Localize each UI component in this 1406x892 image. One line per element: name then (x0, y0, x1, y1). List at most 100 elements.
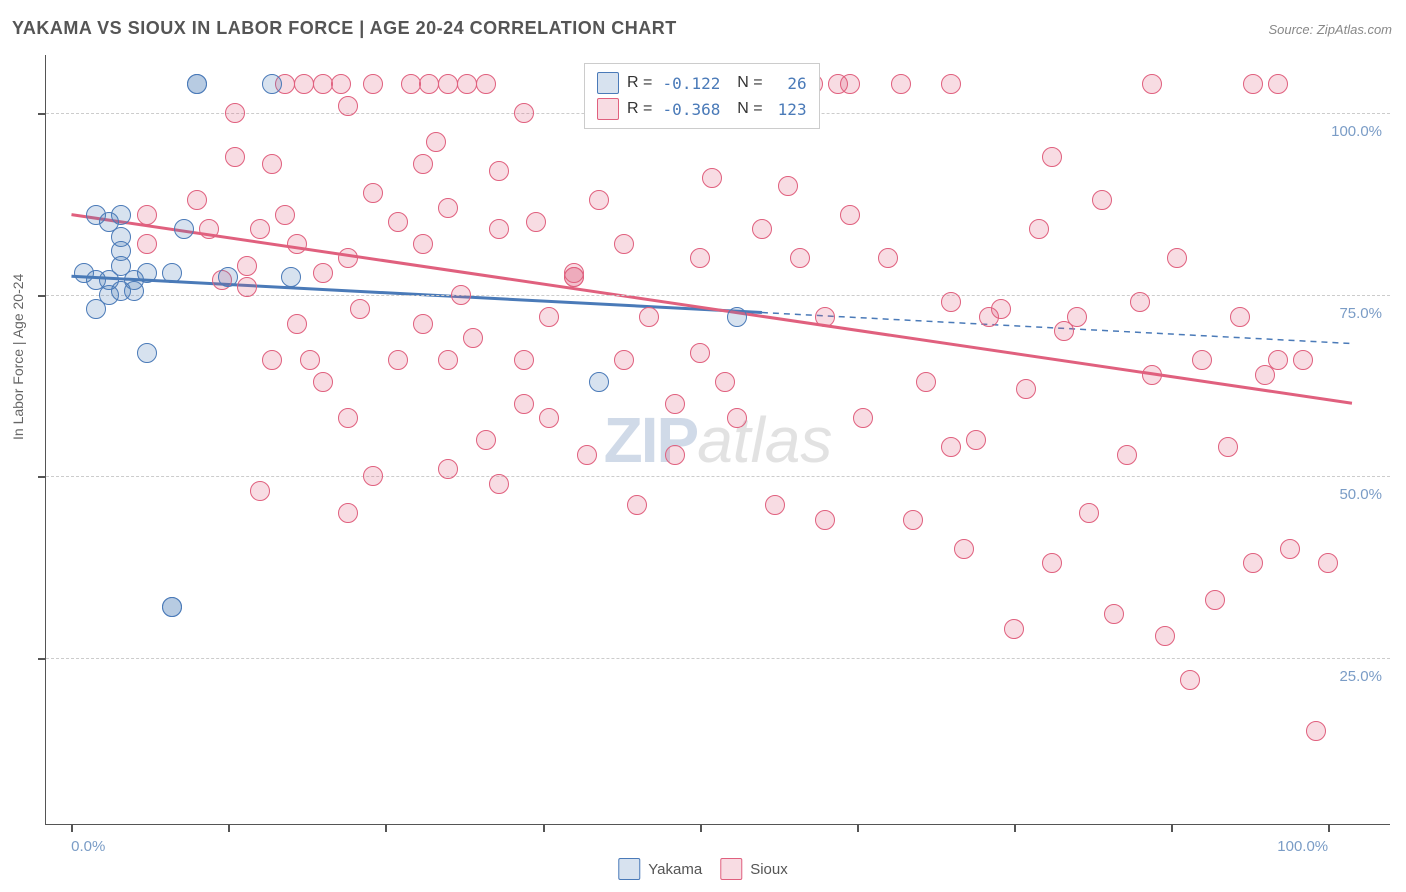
scatter-marker (137, 234, 157, 254)
x-tick (385, 824, 387, 832)
bottom-legend-label: Yakama (648, 861, 702, 878)
scatter-marker (137, 205, 157, 225)
scatter-marker (1067, 307, 1087, 327)
scatter-marker (262, 350, 282, 370)
scatter-marker (614, 350, 634, 370)
scatter-marker (1180, 670, 1200, 690)
scatter-marker (111, 205, 131, 225)
scatter-marker (476, 430, 496, 450)
gridline-horizontal (46, 658, 1390, 659)
scatter-marker (1016, 379, 1036, 399)
scatter-marker (966, 430, 986, 450)
scatter-marker (1130, 292, 1150, 312)
legend-r-label: R = (627, 74, 652, 92)
scatter-marker (589, 372, 609, 392)
scatter-marker (199, 219, 219, 239)
scatter-marker (218, 267, 238, 287)
scatter-marker (941, 292, 961, 312)
scatter-marker (338, 408, 358, 428)
scatter-marker (891, 74, 911, 94)
scatter-marker (941, 437, 961, 457)
scatter-marker (514, 394, 534, 414)
scatter-marker (250, 481, 270, 501)
scatter-marker (331, 74, 351, 94)
scatter-marker (174, 219, 194, 239)
watermark-bold: ZIP (604, 404, 698, 476)
scatter-marker (438, 459, 458, 479)
y-axis-label: In Labor Force | Age 20-24 (10, 274, 26, 440)
scatter-marker (262, 154, 282, 174)
plot-area: ZIPatlas 25.0%50.0%75.0%100.0%0.0%100.0%… (45, 55, 1390, 825)
scatter-marker (665, 394, 685, 414)
scatter-marker (577, 445, 597, 465)
scatter-marker (294, 74, 314, 94)
scatter-marker (1280, 539, 1300, 559)
scatter-marker (1230, 307, 1250, 327)
scatter-marker (1205, 590, 1225, 610)
scatter-marker (589, 190, 609, 210)
scatter-marker (237, 277, 257, 297)
scatter-marker (715, 372, 735, 392)
scatter-marker (727, 408, 747, 428)
x-tick (71, 824, 73, 832)
y-tick-label: 25.0% (1339, 668, 1382, 685)
bottom-legend: Yakama Sioux (618, 858, 787, 880)
legend-n-value: 123 (771, 100, 807, 119)
scatter-marker (878, 248, 898, 268)
scatter-marker (941, 74, 961, 94)
scatter-marker (1268, 74, 1288, 94)
scatter-marker (1142, 365, 1162, 385)
scatter-marker (363, 183, 383, 203)
bottom-legend-item: Sioux (720, 858, 788, 880)
source-attribution: Source: ZipAtlas.com (1268, 22, 1392, 37)
gridline-horizontal (46, 476, 1390, 477)
scatter-marker (162, 263, 182, 283)
legend-r-label: R = (627, 100, 652, 118)
scatter-marker (438, 198, 458, 218)
legend-r-value: -0.122 (660, 74, 720, 93)
scatter-marker (639, 307, 659, 327)
scatter-marker (702, 168, 722, 188)
scatter-marker (262, 74, 282, 94)
legend-n-value: 26 (771, 74, 807, 93)
scatter-marker (187, 74, 207, 94)
correlation-legend-row: R = -0.368 N = 123 (597, 96, 807, 122)
y-tick (38, 476, 46, 478)
scatter-marker (338, 503, 358, 523)
scatter-marker (815, 307, 835, 327)
scatter-marker (419, 74, 439, 94)
scatter-marker (665, 445, 685, 465)
scatter-marker (853, 408, 873, 428)
scatter-marker (815, 510, 835, 530)
scatter-marker (313, 263, 333, 283)
scatter-marker (564, 267, 584, 287)
scatter-marker (954, 539, 974, 559)
scatter-marker (727, 307, 747, 327)
x-tick (700, 824, 702, 832)
scatter-marker (690, 343, 710, 363)
scatter-marker (338, 248, 358, 268)
x-tick-label: 0.0% (71, 838, 105, 855)
scatter-marker (1042, 553, 1062, 573)
scatter-marker (451, 285, 471, 305)
watermark-rest: atlas (697, 404, 832, 476)
scatter-marker (438, 74, 458, 94)
x-tick (1171, 824, 1173, 832)
x-tick (1328, 824, 1330, 832)
scatter-marker (476, 74, 496, 94)
y-tick (38, 113, 46, 115)
scatter-marker (916, 372, 936, 392)
scatter-marker (225, 103, 245, 123)
scatter-marker (413, 234, 433, 254)
chart-title: YAKAMA VS SIOUX IN LABOR FORCE | AGE 20-… (12, 18, 677, 39)
x-tick (1014, 824, 1016, 832)
legend-r-value: -0.368 (660, 100, 720, 119)
scatter-marker (991, 299, 1011, 319)
scatter-marker (1167, 248, 1187, 268)
scatter-marker (489, 219, 509, 239)
y-tick (38, 295, 46, 297)
scatter-marker (1079, 503, 1099, 523)
scatter-marker (903, 510, 923, 530)
scatter-marker (237, 256, 257, 276)
scatter-marker (752, 219, 772, 239)
